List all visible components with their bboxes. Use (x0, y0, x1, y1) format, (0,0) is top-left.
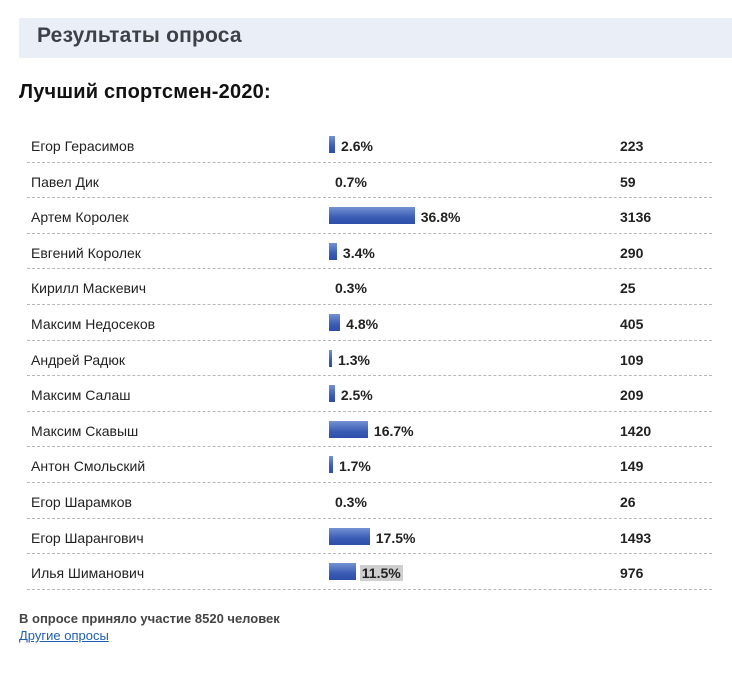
candidate-name: Егор Герасимов (31, 138, 135, 154)
vote-share-bar (329, 527, 370, 545)
vote-count: 149 (620, 458, 644, 475)
poll-row: Антон Смольский 1.7% 149 (27, 447, 712, 483)
results-header: Результаты опроса (19, 18, 732, 58)
candidate-name: Егор Шарангович (31, 529, 144, 546)
candidate-name: Павел Дик (31, 173, 99, 190)
vote-percent: 0.3% (335, 280, 367, 297)
vote-share-bar (329, 563, 356, 581)
poll-row: Павел Дик 0.7% 59 (27, 163, 712, 199)
vote-count: 976 (620, 565, 644, 582)
candidate-name: Артем Королек (31, 209, 129, 226)
vote-share-bar (329, 242, 337, 260)
vote-percent: 0.7% (335, 173, 367, 190)
candidate-name: Евгений Королек (31, 244, 141, 261)
vote-count: 1420 (620, 422, 652, 439)
vote-percent: 0.3% (335, 493, 367, 510)
vote-count: 25 (620, 280, 636, 297)
candidate-name: Кирилл Маскевич (31, 280, 147, 297)
candidate-name: Максим Салаш (31, 387, 131, 404)
candidate-name: Егор Шарамков (31, 493, 132, 510)
poll-row: Максим Недосеков 4.8% 405 (27, 305, 712, 341)
poll-row: Илья Шиманович 11.5% 976 (27, 554, 712, 590)
poll-row: Максим Салаш 2.5% 209 (27, 376, 712, 412)
vote-percent: 1.7% (338, 458, 371, 475)
vote-share-bar (329, 420, 368, 438)
vote-count: 209 (620, 387, 644, 404)
vote-percent: 1.3% (338, 351, 370, 368)
vote-percent: 11.5% (359, 565, 403, 582)
vote-percent: 17.5% (375, 529, 416, 546)
poll-row: Кирилл Маскевич 0.3% 25 (27, 269, 712, 305)
vote-count: 223 (620, 138, 644, 154)
poll-row: Егор Шарамков 0.3% 26 (27, 483, 712, 519)
vote-count: 290 (620, 244, 644, 261)
poll-title: Лучший спортсмен-2020: (19, 81, 271, 103)
vote-share-bar (329, 136, 336, 153)
vote-count: 405 (620, 315, 644, 332)
poll-results-list: Егор Герасимов 2.6% 223 Павел Дик 0.7% 59 Арте… (27, 127, 712, 590)
vote-percent: 3.4% (342, 244, 375, 261)
results-header-title: Результаты опроса (37, 24, 242, 47)
poll-row: Егор Шарангович 17.5% 1493 (27, 519, 712, 555)
vote-share-bar (329, 207, 415, 225)
vote-share-bar (329, 456, 333, 474)
vote-percent: 36.8% (420, 209, 461, 226)
other-polls-link[interactable]: Другие опросы (19, 628, 109, 643)
vote-count: 59 (620, 173, 636, 190)
vote-percent: 2.5% (340, 387, 373, 404)
vote-percent: 4.8% (346, 315, 379, 332)
vote-percent: 2.6% (341, 138, 373, 154)
poll-row: Артем Королек 36.8% 3136 (27, 198, 712, 234)
vote-share-bar (329, 313, 341, 331)
poll-row: Андрей Радюк 1.3% 109 (27, 341, 712, 377)
vote-percent: 16.7% (373, 422, 414, 439)
vote-count: 26 (620, 493, 636, 510)
vote-count: 109 (620, 351, 644, 368)
vote-share-bar (329, 349, 333, 367)
vote-count: 1493 (620, 529, 652, 546)
candidate-name: Илья Шиманович (31, 565, 145, 582)
participants-count: В опросе приняло участие 8520 человек (19, 611, 280, 626)
poll-row: Евгений Королек 3.4% 290 (27, 234, 712, 270)
poll-row: Максим Скавыш 16.7% 1420 (27, 412, 712, 448)
poll-row: Егор Герасимов 2.6% 223 (27, 127, 712, 163)
vote-share-bar (329, 385, 335, 403)
vote-count: 3136 (620, 209, 652, 226)
candidate-name: Максим Недосеков (31, 315, 156, 332)
candidate-name: Антон Смольский (31, 458, 146, 475)
candidate-name: Максим Скавыш (31, 422, 139, 439)
candidate-name: Андрей Радюк (31, 351, 125, 368)
